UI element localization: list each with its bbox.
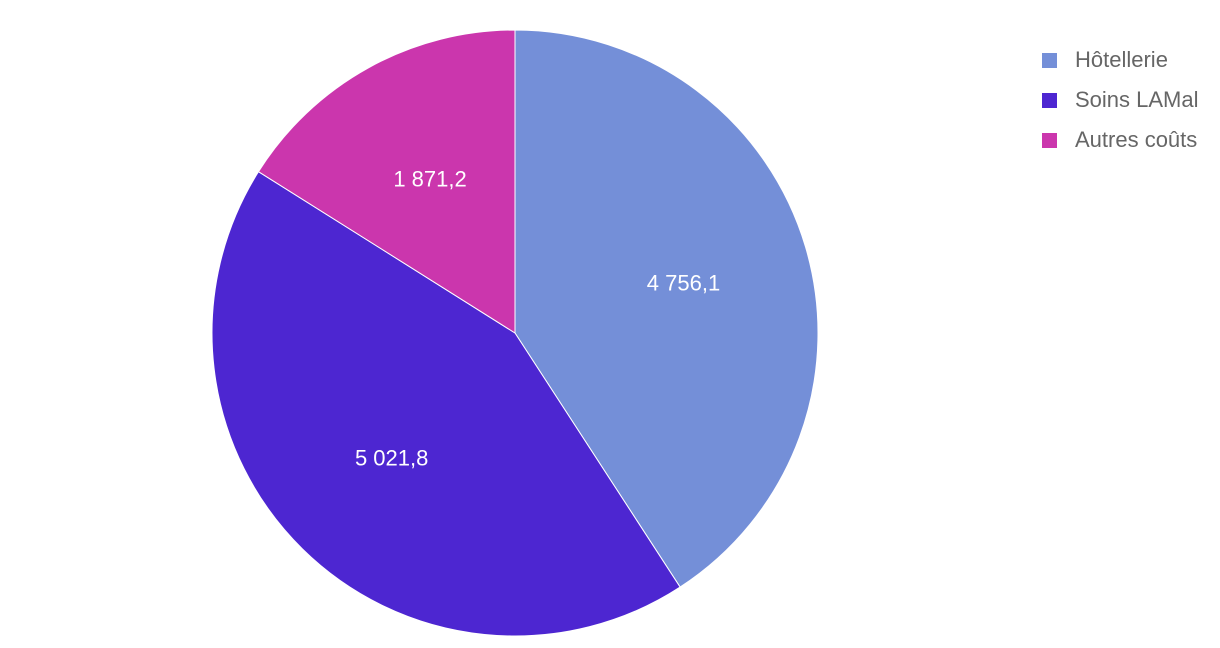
legend-item-soins-lamal[interactable]: Soins LAMal [1042,80,1199,120]
pie-slice-labels: 4 756,1 5 021,8 1 871,2 [355,167,720,471]
pie-slice-autres-couts[interactable] [257,29,516,334]
slice-value-label-hotellerie: 4 756,1 [647,271,720,296]
pie-slice-hotellerie[interactable] [514,29,819,588]
legend-label-autres-couts: Autres coûts [1075,127,1198,152]
legend-item-hotellerie[interactable]: Hôtellerie [1042,40,1199,80]
pie-slices [211,29,819,637]
legend: Hôtellerie Soins LAMal Autres coûts [1042,40,1199,160]
legend-item-autres-couts[interactable]: Autres coûts [1042,120,1199,160]
legend-label-hotellerie: Hôtellerie [1075,47,1168,72]
pie-slice-soins-lamal[interactable] [211,170,681,637]
legend-swatch-autres-couts [1042,132,1057,148]
legend-label-soins-lamal: Soins LAMal [1075,87,1199,112]
legend-swatch-soins-lamal [1042,92,1057,108]
slice-value-label-soins-lamal: 5 021,8 [355,446,428,471]
legend-swatch-hotellerie [1042,52,1057,68]
slice-value-label-autres-couts: 1 871,2 [393,167,466,192]
